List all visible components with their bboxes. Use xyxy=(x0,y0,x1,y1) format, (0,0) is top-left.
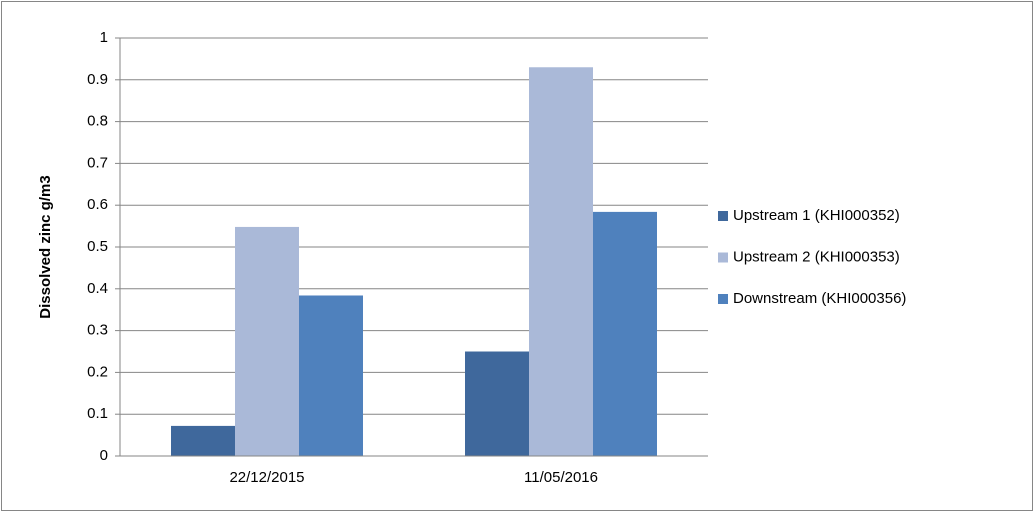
y-tick-label: 0.9 xyxy=(87,71,108,88)
y-tick-label: 0.6 xyxy=(87,196,108,213)
y-axis-title: Dissolved zinc g/m3 xyxy=(37,175,54,318)
bar xyxy=(235,226,299,456)
y-tick-label: 0.3 xyxy=(87,322,108,339)
bar xyxy=(529,67,593,456)
y-tick-label: 0.4 xyxy=(87,280,108,297)
bar xyxy=(593,211,657,456)
y-tick-label: 0.1 xyxy=(87,405,108,422)
x-tick-label: 11/05/2016 xyxy=(524,469,598,486)
x-tick-label: 22/12/2015 xyxy=(229,469,304,486)
y-tick-label: 0.2 xyxy=(87,363,108,380)
y-tick-label: 0.7 xyxy=(87,154,108,171)
legend-label: Upstream 1 (KHI000352) xyxy=(733,207,900,224)
bar xyxy=(171,425,235,456)
y-tick-label: 0.8 xyxy=(87,113,108,130)
legend-swatch xyxy=(718,211,728,221)
bar xyxy=(465,351,529,456)
y-tick-label: 0 xyxy=(100,447,108,464)
legend-label: Upstream 2 (KHI000353) xyxy=(733,248,900,265)
legend-swatch xyxy=(718,294,728,304)
y-tick-label: 0.5 xyxy=(87,238,108,255)
legend-swatch xyxy=(718,252,728,263)
legend-label: Downstream (KHI000356) xyxy=(733,290,906,307)
bar xyxy=(299,295,363,456)
y-tick-label: 1 xyxy=(100,29,108,46)
